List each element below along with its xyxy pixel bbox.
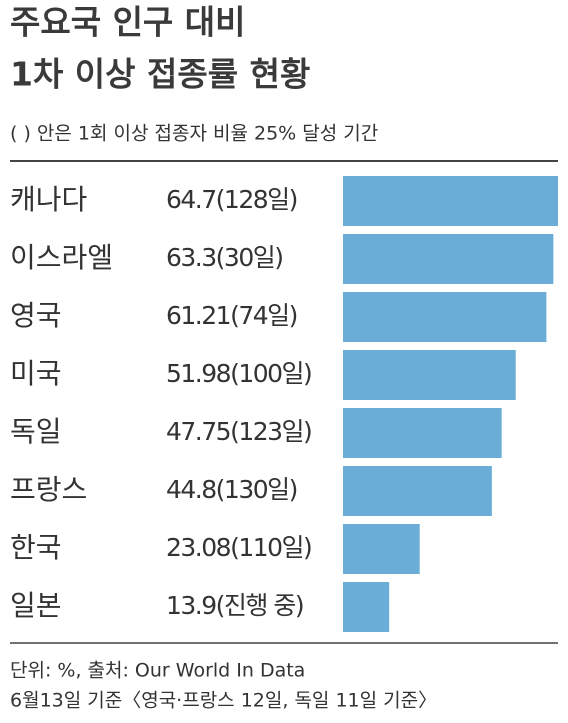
value-label: 64.7(128일) <box>166 185 297 214</box>
chart-title: 주요국 인구 대비 <box>10 3 246 42</box>
bar <box>343 176 558 226</box>
bar <box>343 292 547 342</box>
category-label: 캐나다 <box>10 183 87 216</box>
chart-title: 1차 이상 접종률 현황 <box>10 55 310 94</box>
value-label: 63.3(30일) <box>166 243 282 272</box>
note: 6월13일 기준〈영국·프랑스 12일, 독일 11일 기준〉 <box>10 690 437 712</box>
value-label: 47.75(123일) <box>166 417 311 446</box>
category-label: 독일 <box>10 415 62 448</box>
bar <box>343 234 554 284</box>
bar <box>343 466 492 516</box>
bar <box>343 524 420 574</box>
bar <box>343 350 516 400</box>
value-label: 44.8(130일) <box>166 475 297 504</box>
bar <box>343 582 390 632</box>
category-label: 이스라엘 <box>10 241 113 274</box>
value-label: 13.9(진행 중) <box>166 591 303 620</box>
category-label: 미국 <box>10 357 62 390</box>
bar <box>343 408 502 458</box>
value-label: 61.21(74일) <box>166 301 297 330</box>
value-label: 51.98(100일) <box>166 359 311 388</box>
value-label: 23.08(110일) <box>166 533 311 562</box>
category-label: 일본 <box>10 589 62 622</box>
category-label: 프랑스 <box>10 473 87 506</box>
category-label: 한국 <box>10 531 62 564</box>
subtitle: ( ) 안은 1회 이상 접종자 비율 25% 달성 기간 <box>10 123 378 145</box>
category-label: 영국 <box>10 299 62 332</box>
note: 단위: %, 출처: Our World In Data <box>10 660 305 682</box>
